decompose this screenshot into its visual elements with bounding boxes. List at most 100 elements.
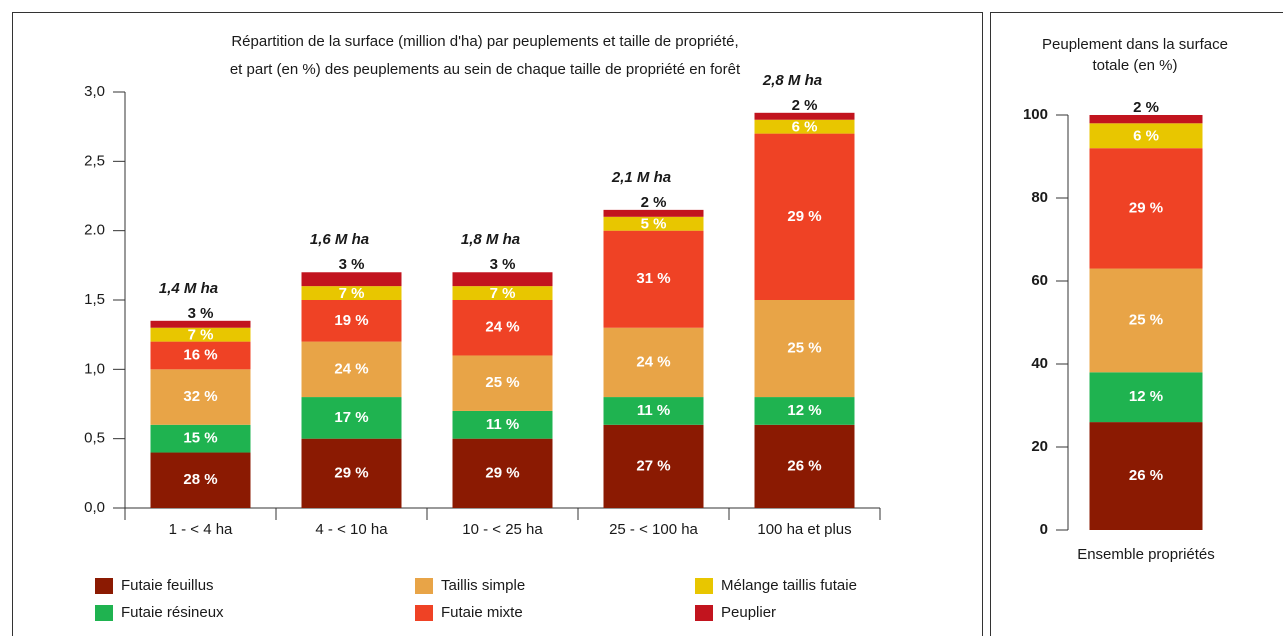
x-tick-label: 100 ha et plus bbox=[757, 521, 851, 538]
bar-segment bbox=[754, 300, 855, 398]
bar-segment bbox=[301, 341, 402, 398]
segment-label: 26 % bbox=[787, 457, 821, 474]
bar-segment bbox=[754, 397, 855, 425]
chart-title: totale (en %) bbox=[1092, 57, 1177, 74]
segment-label: 32 % bbox=[183, 388, 217, 405]
bar-segment bbox=[301, 300, 402, 342]
bar-segment bbox=[301, 286, 402, 300]
bar-segment bbox=[452, 286, 553, 300]
total-label: 1,8 M ha bbox=[461, 231, 520, 248]
segment-label: 19 % bbox=[334, 312, 368, 329]
legend-swatch bbox=[415, 578, 433, 594]
bar-segment bbox=[754, 424, 855, 508]
y-tick-label: 2,5 bbox=[84, 152, 105, 169]
bar-segment bbox=[754, 119, 855, 134]
bar-segment bbox=[452, 272, 553, 287]
segment-label: 25 % bbox=[787, 340, 821, 357]
bar-segment bbox=[150, 341, 251, 370]
bar-segment bbox=[452, 300, 553, 356]
y-tick-label: 60 bbox=[1031, 272, 1048, 289]
y-tick-label: 1,0 bbox=[84, 360, 105, 377]
chart-title: Répartition de la surface (million d'ha)… bbox=[231, 33, 738, 50]
bar-segment bbox=[603, 216, 704, 231]
bar-segment bbox=[301, 272, 402, 287]
total-label: 2,1 M ha bbox=[611, 169, 671, 186]
top-label: 3 % bbox=[490, 256, 516, 273]
bar-segment bbox=[301, 438, 402, 508]
y-tick-label: 0,5 bbox=[84, 430, 105, 447]
y-tick-label: 0 bbox=[1040, 521, 1048, 538]
segment-label: 7 % bbox=[339, 285, 365, 302]
bar-segment bbox=[150, 369, 251, 425]
bar-segment bbox=[603, 397, 704, 425]
bar-segment bbox=[1089, 422, 1203, 530]
x-tick-label: 1 - < 4 ha bbox=[169, 521, 233, 538]
bar-segment bbox=[1089, 123, 1203, 149]
segment-label: 28 % bbox=[183, 471, 217, 488]
segment-label: 7 % bbox=[490, 285, 516, 302]
legend-swatch bbox=[95, 605, 113, 621]
segment-label: 26 % bbox=[1129, 467, 1163, 484]
segment-label: 11 % bbox=[486, 416, 519, 433]
bar-segment bbox=[452, 410, 553, 439]
segment-label: 12 % bbox=[787, 402, 821, 419]
segment-label: 24 % bbox=[334, 360, 368, 377]
segment-label: 12 % bbox=[1129, 388, 1163, 405]
legend-label: Peuplier bbox=[721, 604, 776, 621]
bar-segment bbox=[1089, 115, 1203, 124]
bar-segment bbox=[150, 424, 251, 453]
segment-label: 25 % bbox=[1129, 311, 1163, 328]
bar-segment bbox=[603, 209, 704, 217]
segment-label: 27 % bbox=[636, 457, 670, 474]
y-tick-label: 2.0 bbox=[84, 222, 105, 239]
legend-swatch bbox=[95, 578, 113, 594]
bar-segment bbox=[150, 452, 251, 508]
top-label: 2 % bbox=[792, 97, 818, 114]
bar-segment bbox=[452, 355, 553, 411]
legend-swatch bbox=[695, 605, 713, 621]
segment-label: 29 % bbox=[334, 464, 368, 481]
total-label: 1,6 M ha bbox=[310, 231, 369, 248]
chart-title: et part (en %) des peuplements au sein d… bbox=[230, 61, 741, 78]
segment-label: 24 % bbox=[636, 353, 670, 370]
segment-label: 29 % bbox=[485, 464, 519, 481]
bar-segment bbox=[452, 438, 553, 508]
legend-label: Taillis simple bbox=[441, 577, 525, 594]
x-tick-label: 25 - < 100 ha bbox=[609, 521, 698, 538]
total-label: 2,8 M ha bbox=[762, 72, 822, 89]
chart-title: Peuplement dans la surface bbox=[1042, 36, 1228, 53]
segment-label: 15 % bbox=[183, 430, 217, 447]
bar-segment bbox=[754, 133, 855, 300]
bar-segment bbox=[1089, 268, 1203, 373]
bar-segment bbox=[1089, 148, 1203, 269]
bar-segment bbox=[150, 320, 251, 328]
segment-label: 25 % bbox=[485, 374, 519, 391]
x-tick-label: 4 - < 10 ha bbox=[315, 521, 388, 538]
segment-label: 7 % bbox=[188, 327, 214, 344]
left-panel bbox=[12, 12, 983, 636]
segment-label: 5 % bbox=[641, 216, 667, 233]
top-label: 3 % bbox=[339, 256, 365, 273]
bar-segment bbox=[301, 397, 402, 439]
legend-label: Futaie feuillus bbox=[121, 577, 214, 594]
legend-label: Mélange taillis futaie bbox=[721, 577, 857, 594]
segment-label: 24 % bbox=[485, 319, 519, 336]
y-tick-label: 40 bbox=[1031, 355, 1048, 372]
y-tick-label: 20 bbox=[1031, 438, 1048, 455]
y-tick-label: 1,5 bbox=[84, 291, 105, 308]
bar-segment bbox=[754, 112, 855, 120]
total-label: 1,4 M ha bbox=[159, 280, 218, 297]
segment-label: 6 % bbox=[792, 119, 818, 136]
legend-label: Futaie mixte bbox=[441, 604, 523, 621]
x-tick-label: Ensemble propriétés bbox=[1077, 546, 1215, 563]
bar-segment bbox=[150, 327, 251, 342]
bar-segment bbox=[603, 327, 704, 398]
segment-label: 31 % bbox=[636, 270, 670, 287]
y-tick-label: 100 bbox=[1023, 106, 1048, 123]
top-label: 2 % bbox=[1133, 99, 1159, 116]
bar-segment bbox=[1089, 372, 1203, 423]
segment-label: 17 % bbox=[334, 409, 368, 426]
bar-segment bbox=[603, 424, 704, 508]
segment-label: 29 % bbox=[1129, 199, 1163, 216]
